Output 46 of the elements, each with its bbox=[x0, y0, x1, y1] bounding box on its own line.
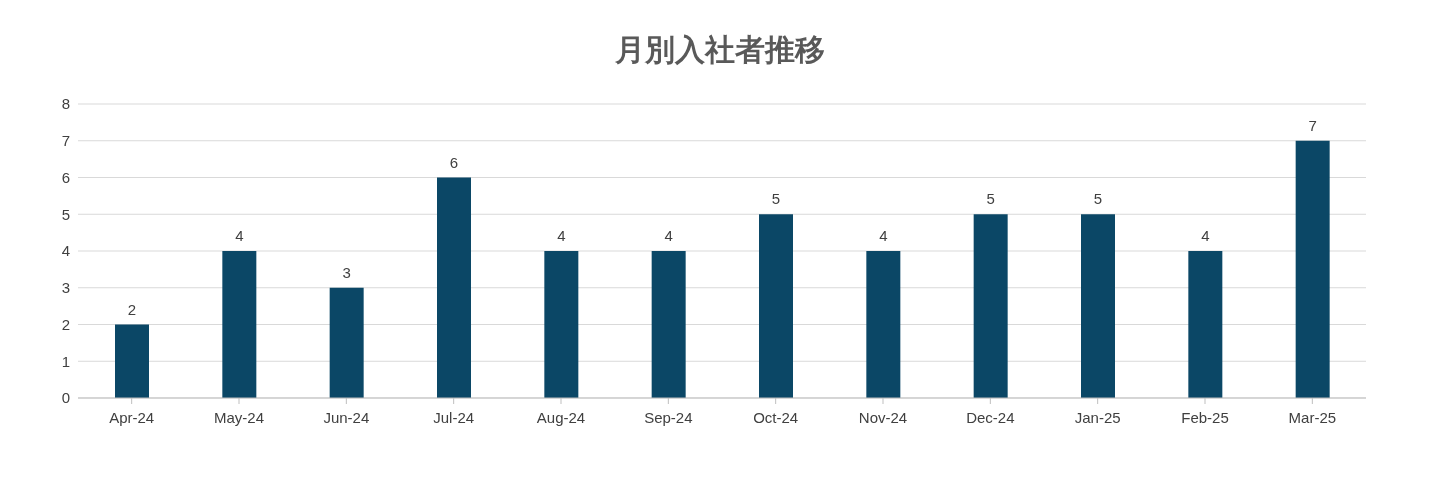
y-tick-label: 4 bbox=[61, 242, 70, 260]
y-tick-label: 6 bbox=[61, 168, 70, 186]
data-label: 5 bbox=[771, 190, 781, 208]
x-tick-label: Nov-24 bbox=[858, 408, 908, 426]
bar bbox=[651, 251, 686, 398]
x-tick-label: Oct-24 bbox=[753, 408, 799, 426]
bar bbox=[973, 214, 1008, 398]
data-label: 6 bbox=[449, 153, 459, 171]
y-tick-label: 3 bbox=[61, 279, 70, 297]
x-tick-label: Sep-24 bbox=[644, 408, 693, 426]
bar bbox=[1081, 214, 1115, 398]
bar bbox=[1295, 140, 1330, 398]
y-tick-label: 1 bbox=[61, 352, 70, 370]
x-tick-label: Mar-25 bbox=[1288, 408, 1337, 426]
bar bbox=[437, 177, 471, 398]
data-label: 4 bbox=[664, 227, 673, 244]
x-tick-label: Jun-24 bbox=[323, 408, 370, 426]
data-label: 4 bbox=[879, 227, 888, 244]
bar bbox=[329, 287, 364, 398]
chart-title: 月別入社者推移 bbox=[614, 32, 826, 68]
data-label: 3 bbox=[342, 263, 351, 281]
bar bbox=[759, 214, 793, 398]
x-tick-label: Apr-24 bbox=[109, 408, 155, 426]
data-label: 4 bbox=[235, 227, 244, 244]
bar bbox=[1188, 251, 1223, 398]
data-label: 7 bbox=[1308, 116, 1317, 134]
x-tick-label: Aug-24 bbox=[536, 408, 586, 426]
bar bbox=[115, 324, 149, 398]
bar bbox=[222, 251, 257, 398]
y-tick-label: 5 bbox=[61, 205, 70, 223]
data-label: 5 bbox=[986, 190, 995, 208]
data-label: 2 bbox=[127, 300, 137, 318]
bar bbox=[866, 251, 901, 398]
y-tick-label: 8 bbox=[61, 95, 70, 113]
data-label: 5 bbox=[1093, 190, 1103, 208]
x-tick-label: Feb-25 bbox=[1181, 408, 1229, 426]
x-tick-label: Jan-25 bbox=[1074, 408, 1121, 426]
y-tick-label: 7 bbox=[61, 132, 70, 150]
x-tick-label: Jul-24 bbox=[433, 408, 475, 426]
y-tick-label: 2 bbox=[61, 315, 70, 333]
x-tick-label: Dec-24 bbox=[966, 408, 1015, 426]
x-tick-label: May-24 bbox=[213, 408, 265, 426]
bar bbox=[544, 251, 579, 398]
data-label: 4 bbox=[557, 227, 566, 244]
data-label: 4 bbox=[1201, 227, 1210, 244]
y-tick-label: 0 bbox=[61, 389, 70, 407]
